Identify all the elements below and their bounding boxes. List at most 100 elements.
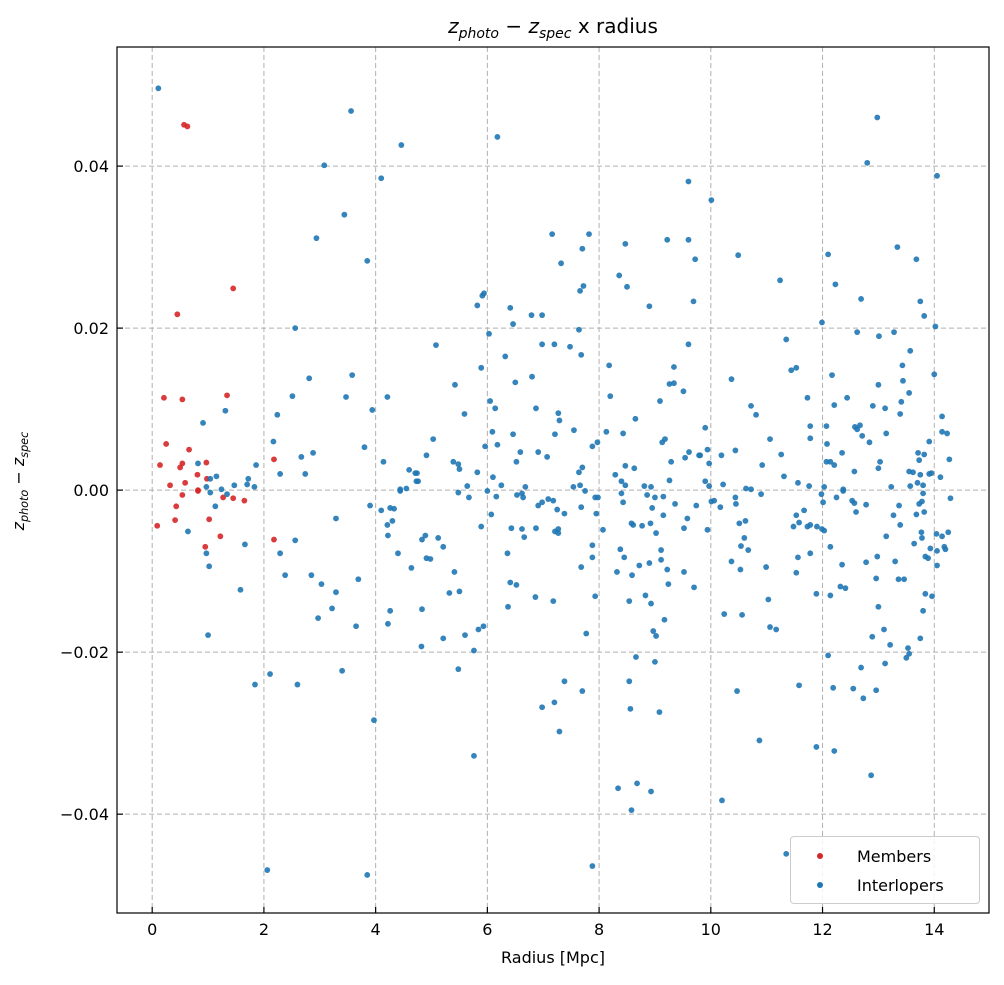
interlopers-point [384,394,391,400]
interlopers-point [488,511,495,518]
members-point [172,517,178,524]
interlopers-point [827,543,834,550]
interlopers-point [711,497,718,504]
interlopers-point [721,611,728,617]
title-minus: − [499,14,529,38]
interlopers-point [686,449,692,455]
interlopers-point [464,483,471,489]
interlopers-point [928,470,935,477]
interlopers-point [218,486,225,493]
interlopers-point [484,488,491,494]
members-marker-icon [817,853,823,859]
interlopers-point [622,462,629,469]
interlopers-point [753,411,759,418]
interlopers-point [510,321,516,327]
interlopers-point [329,605,335,612]
interlopers-point [891,329,897,336]
interlopers-point [662,436,668,442]
interlopers-point [660,512,667,519]
title-z-spec: z [528,14,539,38]
members-point [163,441,170,447]
interlopers-point [618,478,625,485]
interlopers-point [897,522,904,528]
interlopers-point [807,423,814,430]
interlopers-point [277,550,284,557]
interlopers-point [899,362,906,369]
interlopers-point [203,483,210,490]
interlopers-point [636,562,643,569]
interlopers-point [579,688,586,694]
title-sub-spec: spec [538,26,572,42]
members-point [161,394,167,401]
interlopers-point [644,492,651,498]
interlopers-point [550,497,557,504]
interlopers-point [844,394,851,401]
interlopers-point [854,329,861,336]
interlopers-point [456,466,463,472]
interlopers-point [942,546,949,553]
interlopers-point [873,687,880,694]
interlopers-point [369,407,376,413]
interlopers-point [251,483,258,490]
interlopers-point [864,159,871,166]
interlopers-point [475,626,482,633]
x-tick-label: 6 [482,920,492,939]
interlopers-point [795,554,801,561]
interlopers-point [748,486,754,493]
interlopers-point [883,430,890,437]
interlopers-point [859,432,866,439]
interlopers-point [783,336,790,343]
interlopers-point [395,550,401,557]
interlopers-point [586,231,592,238]
interlopers-point [522,483,529,490]
interlopers-point [680,388,687,395]
interlopers-point [819,319,825,326]
interlopers-point [507,579,514,586]
interlopers-point [510,431,516,438]
interlopers-point [641,483,648,489]
interlopers-point [492,405,499,412]
members-point [230,495,237,502]
interlopers-point [478,364,485,371]
interlopers-point [310,449,316,456]
interlopers-point [706,483,713,489]
interlopers-point [435,535,442,541]
interlopers-point [244,481,251,488]
interlopers-point [919,498,925,505]
interlopers-point [505,603,511,610]
interlopers-point [875,603,882,610]
interlopers-point [664,236,671,243]
interlopers-point [252,681,258,688]
interlopers-point [690,298,697,305]
members-point [203,459,210,466]
interlopers-point [446,590,453,596]
interlopers-point [926,438,933,445]
interlopers-point [944,430,951,437]
interlopers-point [612,471,619,478]
interlopers-point [672,500,678,507]
interlopers-point [576,326,582,333]
interlopers-point [577,482,583,489]
interlopers-point [697,452,704,459]
interlopers-point [294,681,301,688]
interlopers-point [922,590,929,597]
interlopers-point [704,526,711,533]
interlopers-point [555,410,562,417]
interlopers-point [253,462,259,468]
interlopers-point [461,411,468,417]
interlopers-point [292,325,299,332]
interlopers-point [839,561,845,568]
interlopers-point [825,251,832,258]
interlopers-point [917,298,924,305]
interlopers-point [466,494,472,501]
y-tick-label: −0.02 [60,643,109,662]
interlopers-point [298,454,305,460]
interlopers-point [452,381,458,388]
interlopers-point [549,231,556,238]
interlopers-point [763,564,770,570]
interlopers-point [858,664,864,671]
interlopers-point [556,417,563,424]
interlopers-point [471,647,477,654]
interlopers-point [494,441,501,448]
